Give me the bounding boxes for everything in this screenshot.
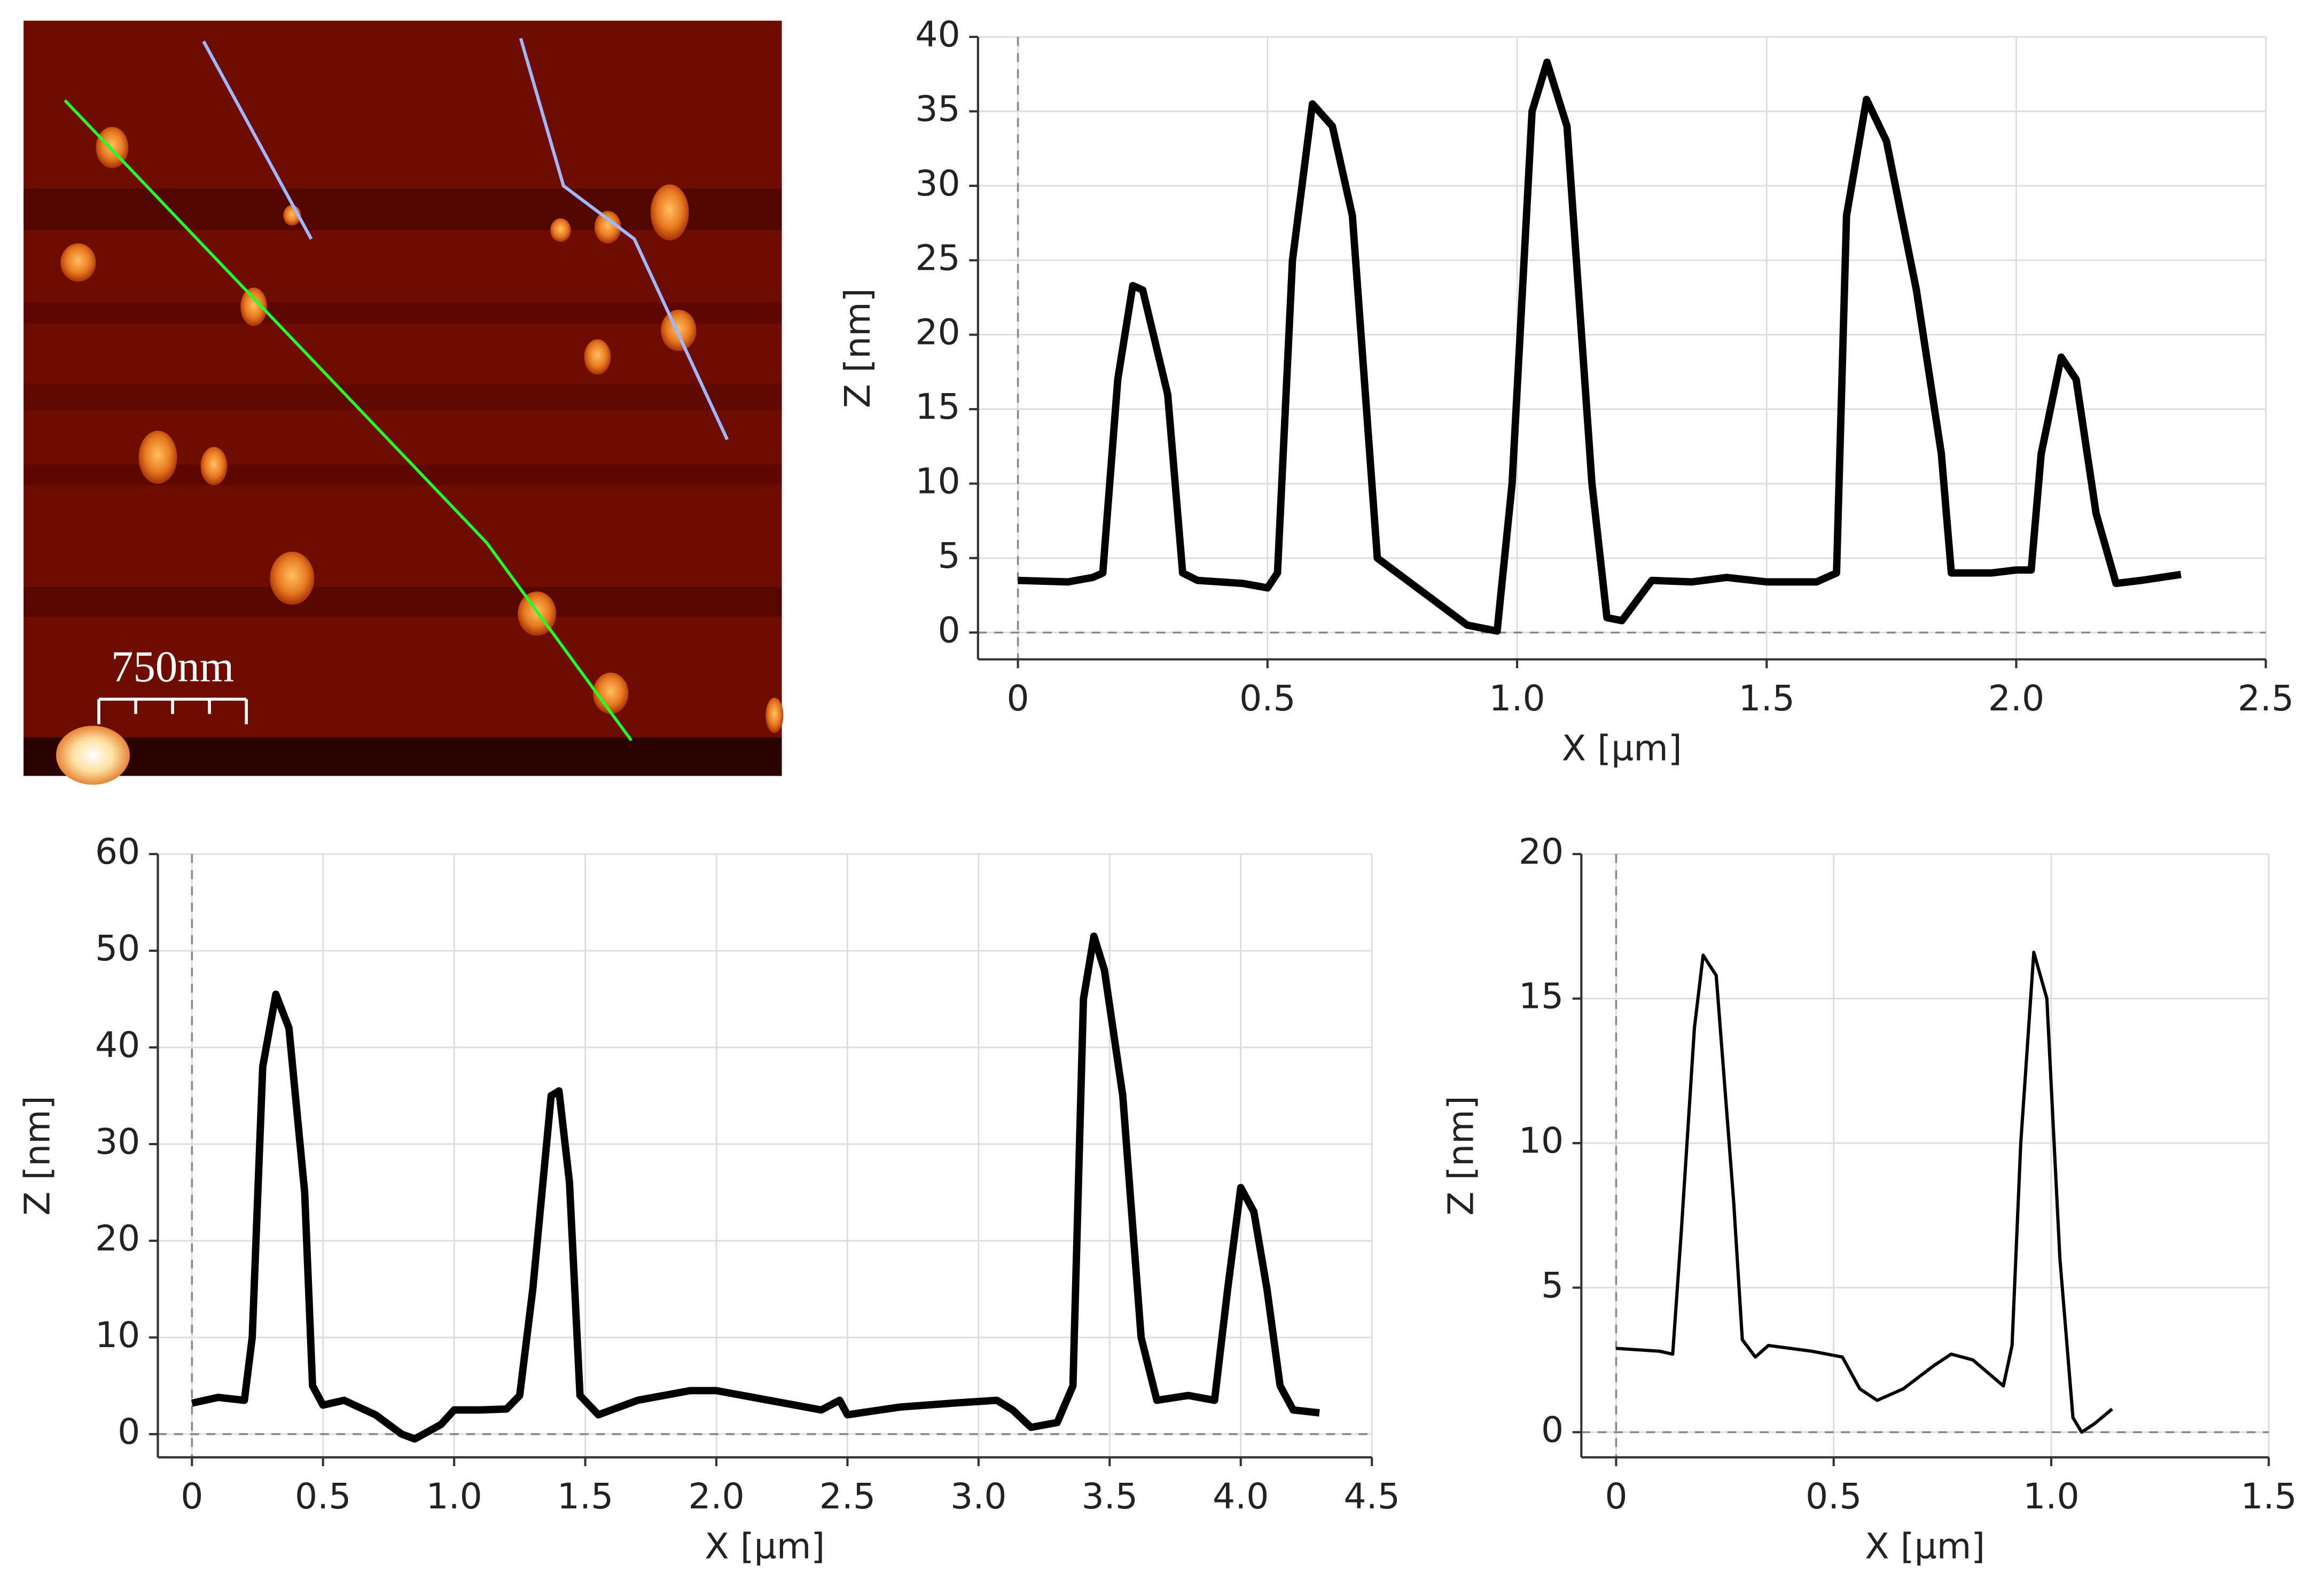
scale-bar-label: 750nm xyxy=(111,642,234,691)
y-tick-label: 30 xyxy=(95,1121,140,1162)
x-tick-label: 3.5 xyxy=(1082,1475,1138,1517)
x-tick-label: 4.0 xyxy=(1213,1475,1269,1517)
x-tick-label: 0 xyxy=(1605,1475,1627,1517)
x-tick-label: 1.0 xyxy=(1489,677,1545,719)
y-tick-label: 5 xyxy=(1541,1264,1564,1306)
x-tick-label: 0.5 xyxy=(1239,677,1295,719)
y-tick-label: 10 xyxy=(915,460,960,502)
x-tick-label: 1.5 xyxy=(2240,1475,2296,1517)
x-tick-label: 3.0 xyxy=(950,1475,1006,1517)
y-tick-label: 10 xyxy=(1519,1120,1564,1161)
y-tick-label: 15 xyxy=(1519,975,1564,1017)
y-axis-label: Z [nm] xyxy=(17,1096,58,1216)
line-chart: 0 10 20 30 40 50 60 0 0.5 1.0 1.5 2.0 2.5 3.0 3.5 4.0 4.… xyxy=(17,831,1400,1567)
y-tick-label: 0 xyxy=(118,1411,140,1452)
x-tick-label: 1.5 xyxy=(1739,677,1795,719)
y-tick-label: 60 xyxy=(95,831,140,872)
y-tick-label: 35 xyxy=(915,88,960,130)
y-tick-label: 0 xyxy=(1541,1409,1564,1450)
line-chart: 0 5 10 15 20 25 30 35 40 0 0.5 1.0 1.5 2.0 2.5 X [µm] Z … xyxy=(837,13,2294,769)
y-tick-label: 10 xyxy=(95,1314,140,1356)
x-tick-label: 0 xyxy=(1007,677,1029,719)
x-tick-label: 1.5 xyxy=(557,1475,613,1517)
x-tick-label: 4.5 xyxy=(1343,1475,1400,1517)
profile-line xyxy=(191,932,1320,1443)
y-axis-label: Z [nm] xyxy=(1440,1096,1481,1216)
x-tick-label: 1.0 xyxy=(2023,1475,2079,1517)
x-tick-label: 0.5 xyxy=(1806,1475,1862,1517)
y-tick-label: 0 xyxy=(938,609,960,651)
y-axis-label: Z [nm] xyxy=(837,288,878,408)
y-tick-label: 20 xyxy=(915,311,960,353)
profile-line xyxy=(1018,58,2182,635)
line-chart: 0 5 10 15 20 0 0.5 1.0 1.5 X [µm] Z [nm] xyxy=(1440,831,2296,1567)
x-axis-label: X [µm] xyxy=(1865,1525,1985,1567)
x-tick-label: 2.0 xyxy=(688,1475,744,1517)
afm-image: 750nm xyxy=(24,20,784,785)
x-axis-label: X [µm] xyxy=(705,1525,825,1567)
y-tick-label: 40 xyxy=(915,13,960,55)
x-tick-label: 0 xyxy=(181,1475,203,1517)
profile-line xyxy=(1616,950,2113,1434)
y-tick-label: 40 xyxy=(95,1024,140,1066)
x-tick-label: 0.5 xyxy=(295,1475,351,1517)
y-tick-label: 5 xyxy=(938,535,960,576)
x-tick-label: 2.5 xyxy=(819,1475,876,1517)
y-tick-label: 15 xyxy=(915,386,960,427)
x-tick-label: 2.0 xyxy=(1988,677,2044,719)
y-tick-label: 30 xyxy=(915,162,960,204)
y-tick-label: 25 xyxy=(915,237,960,278)
x-axis-label: X [µm] xyxy=(1562,727,1682,769)
x-tick-label: 2.5 xyxy=(2238,677,2294,719)
y-tick-label: 20 xyxy=(95,1217,140,1259)
y-tick-label: 50 xyxy=(95,927,140,969)
x-tick-label: 1.0 xyxy=(426,1475,482,1517)
y-tick-label: 20 xyxy=(1519,831,1564,872)
